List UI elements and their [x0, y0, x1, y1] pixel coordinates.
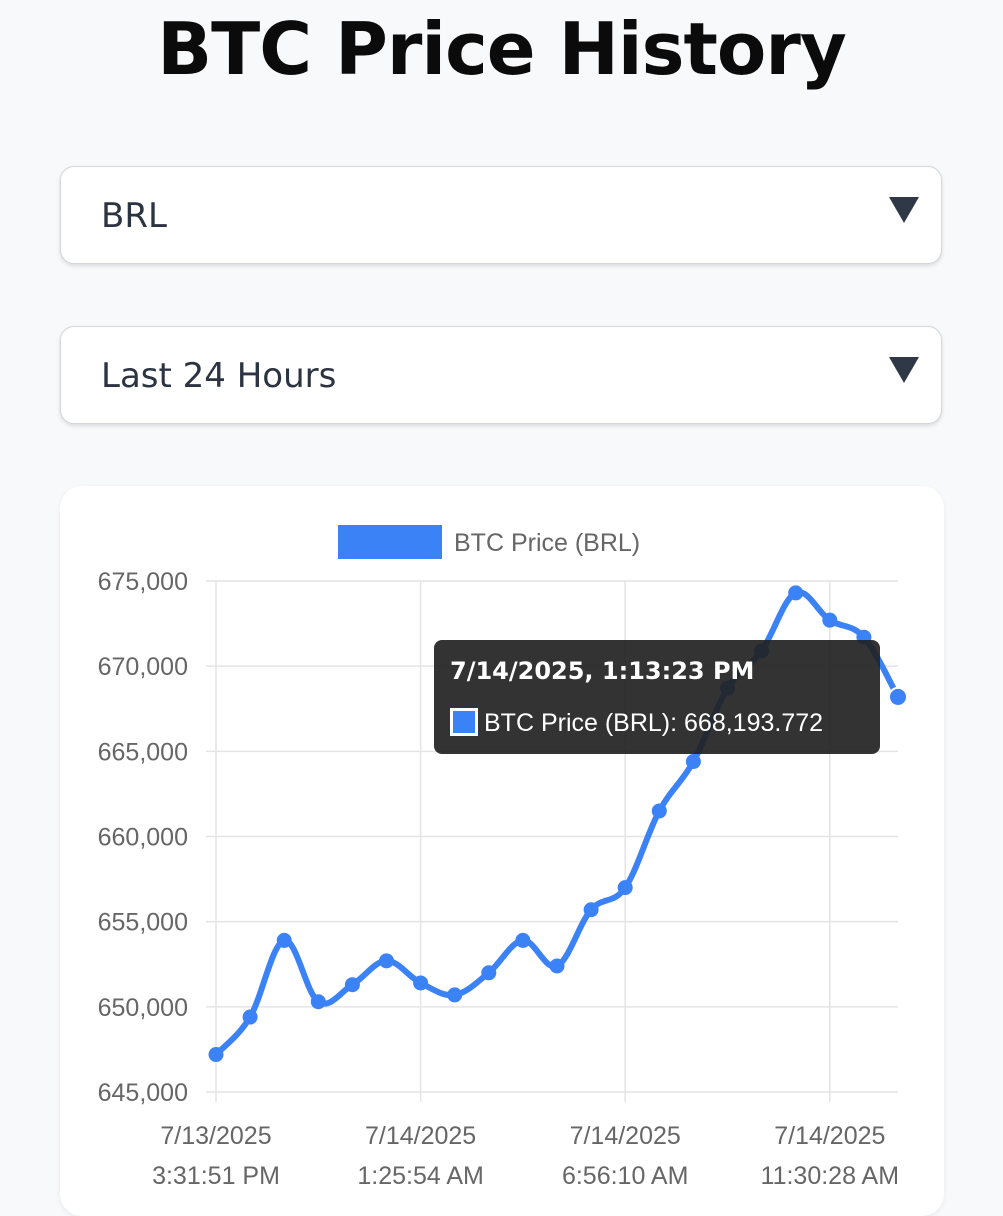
data-point[interactable] [822, 612, 838, 628]
currency-select[interactable]: BRL [60, 166, 942, 264]
chevron-down-icon [889, 357, 919, 383]
y-tick-label: 670,000 [98, 653, 188, 681]
page-title: BTC Price History [157, 7, 847, 91]
chart-legend[interactable]: BTC Price (BRL) [338, 525, 640, 559]
tooltip-title: 7/14/2025, 1:13:23 PM [450, 657, 754, 685]
currency-select-value: BRL [101, 196, 167, 236]
data-point[interactable] [788, 585, 804, 601]
x-axis-ticks: 7/13/2025 3:31:51 PM 7/14/2025 1:25:54 AM 7/… [152, 1122, 899, 1190]
x-tick-label-time: 1:25:54 AM [357, 1162, 483, 1190]
tooltip-swatch-fill [453, 711, 475, 733]
chevron-down-icon [889, 197, 919, 223]
chart-card: BTC Price (BRL) 645,000 650,000 655,000 660… [60, 486, 944, 1216]
y-tick-label: 650,000 [98, 994, 188, 1022]
legend-swatch [338, 525, 442, 559]
tooltip-background [434, 640, 880, 754]
y-tick-label: 655,000 [98, 909, 188, 937]
y-tick-label: 645,000 [98, 1079, 188, 1107]
price-chart[interactable]: BTC Price (BRL) 645,000 650,000 655,000 660… [60, 486, 944, 1200]
data-point[interactable] [276, 932, 292, 948]
data-point[interactable] [651, 803, 667, 819]
data-point[interactable] [310, 994, 326, 1010]
y-tick-label: 675,000 [98, 568, 188, 596]
x-tick-label-time: 6:56:10 AM [562, 1162, 688, 1190]
data-point[interactable] [583, 902, 599, 918]
data-point[interactable] [617, 880, 633, 896]
data-point[interactable] [344, 977, 360, 993]
legend-label: BTC Price (BRL) [454, 529, 640, 557]
x-tick-label-date: 7/14/2025 [365, 1122, 476, 1150]
data-point[interactable] [549, 958, 565, 974]
chart-tooltip: 7/14/2025, 1:13:23 PM BTC Price (BRL): 6… [434, 640, 880, 754]
y-tick-label: 665,000 [98, 738, 188, 766]
x-tick-label-date: 7/13/2025 [160, 1122, 271, 1150]
data-point[interactable] [888, 686, 908, 707]
data-point[interactable] [242, 1009, 258, 1025]
data-point[interactable] [379, 953, 394, 969]
data-point[interactable] [685, 754, 701, 770]
tooltip-label: BTC Price (BRL): 668,193.772 [484, 709, 823, 737]
x-tick-label-date: 7/14/2025 [774, 1122, 885, 1150]
time-range-select-value: Last 24 Hours [101, 356, 337, 396]
data-point[interactable] [481, 965, 497, 981]
data-point[interactable] [447, 987, 463, 1003]
x-tick-label-time: 11:30:28 AM [761, 1162, 900, 1190]
x-tick-label-time: 3:31:51 PM [152, 1162, 280, 1190]
x-tick-label-date: 7/14/2025 [570, 1122, 681, 1150]
time-range-select[interactable]: Last 24 Hours [60, 326, 942, 424]
y-tick-label: 660,000 [98, 824, 188, 852]
y-axis-ticks: 645,000 650,000 655,000 660,000 665,000 670,0… [98, 568, 188, 1107]
data-point[interactable] [208, 1047, 224, 1063]
data-point[interactable] [515, 932, 531, 948]
data-point[interactable] [413, 975, 429, 991]
